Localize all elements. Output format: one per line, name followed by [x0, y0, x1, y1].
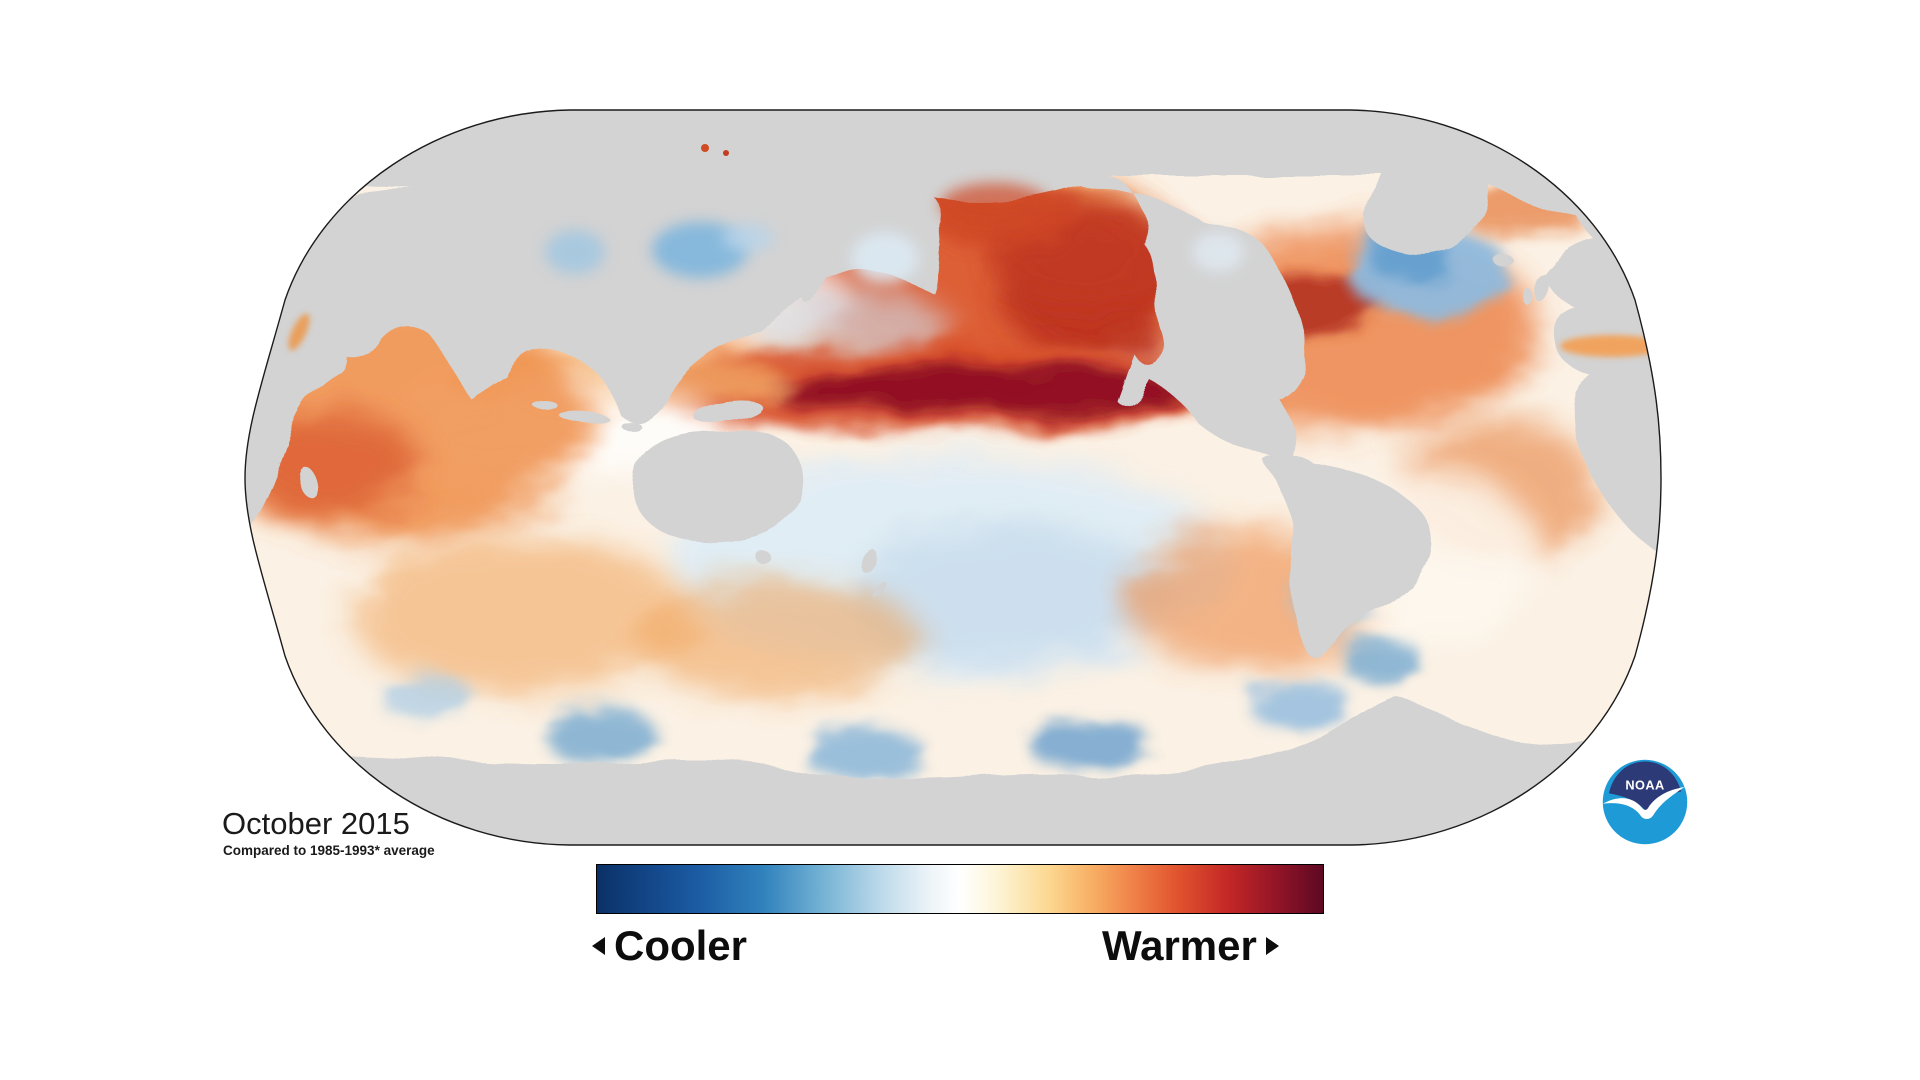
land-indonesia-1 — [560, 411, 610, 425]
map-outline — [244, 109, 1662, 846]
land-arctic-cap — [245, 110, 1661, 221]
mediterranean-sea — [1560, 335, 1661, 357]
cooler-arrow-icon — [592, 937, 605, 955]
noaa-logo: NOAA — [1602, 759, 1688, 845]
land-tasmania — [754, 550, 770, 562]
land-iceland — [1495, 256, 1515, 268]
land-new-guinea — [693, 400, 763, 424]
land-uk — [1534, 274, 1550, 302]
enclosed-seas — [288, 144, 1661, 357]
land-eurasia — [260, 156, 942, 423]
page-subtitle: Compared to 1985-1993* average — [223, 843, 435, 858]
seagull-icon — [1602, 787, 1685, 819]
warmer-label-text: Warmer — [1102, 922, 1257, 969]
warmer-label: Warmer — [1102, 922, 1279, 970]
page-title: October 2015 — [222, 806, 410, 841]
cooler-label: Cooler — [592, 922, 747, 970]
colorbar — [596, 864, 1324, 914]
noaa-logo-text: NOAA — [1625, 778, 1664, 793]
land-new-zealand-south — [873, 580, 887, 600]
land-ireland — [1522, 288, 1532, 304]
land-south-america — [1262, 452, 1431, 659]
land-indonesia-2 — [533, 400, 557, 410]
land-australia — [633, 431, 804, 543]
title-block: October 2015 Compared to 1985-1993* aver… — [222, 806, 435, 858]
land-philippines — [647, 356, 663, 384]
land-greenland — [1364, 150, 1490, 254]
noaa-logo-navy-fan — [1608, 761, 1682, 813]
land-madagascar — [297, 465, 319, 499]
warmer-arrow-icon — [1265, 937, 1279, 955]
land-antarctica — [245, 695, 1661, 845]
cooler-label-text: Cooler — [614, 922, 748, 969]
land-japan — [801, 267, 829, 303]
land-new-zealand-north — [860, 549, 876, 571]
land-indonesia-3 — [620, 421, 640, 429]
